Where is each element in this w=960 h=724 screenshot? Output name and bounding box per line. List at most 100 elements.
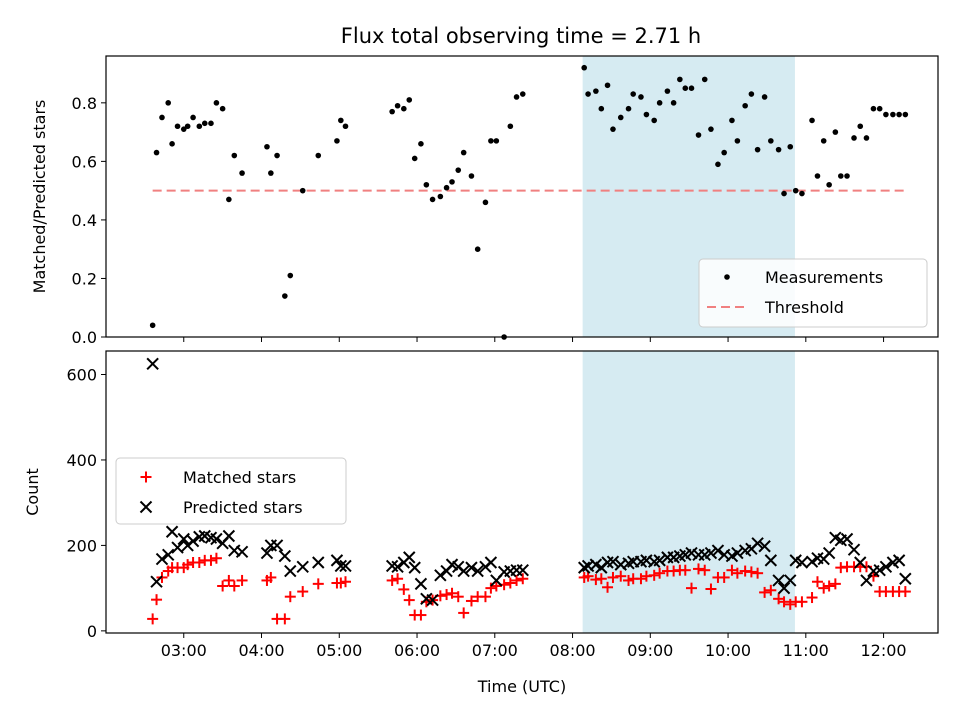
cross-b	[465, 561, 478, 574]
predicted-star-point	[879, 560, 893, 573]
measurement-point	[423, 181, 430, 188]
legend-label-measurements: Measurements	[765, 268, 883, 287]
predicted-star-point	[892, 554, 906, 567]
measurement-point	[406, 97, 413, 103]
measurement-point	[201, 120, 208, 127]
measurement-point	[174, 123, 181, 130]
matched-star-point	[339, 576, 351, 588]
measurement-point	[437, 193, 444, 200]
matched-star-point	[386, 574, 398, 586]
measurement-point	[832, 129, 839, 135]
cross-b	[198, 529, 211, 543]
predicted-star-point	[334, 559, 348, 573]
measurement-point	[695, 132, 702, 138]
measurement-point	[787, 143, 794, 150]
x-tick-label: 03:00	[161, 641, 207, 660]
predicted-star-point	[161, 548, 175, 562]
legend-marker-matched	[140, 471, 152, 483]
measurement-point	[838, 173, 844, 179]
legend-marker-measurements	[724, 274, 730, 280]
measurement-point	[519, 91, 526, 97]
measurement-point	[449, 179, 455, 185]
cross-b	[186, 534, 200, 548]
predicted-star-point	[711, 544, 725, 557]
predicted-star-point	[408, 561, 421, 574]
matched-star-point	[446, 587, 458, 599]
predicted-star-point	[606, 555, 620, 568]
predicted-star-point	[704, 546, 718, 560]
cross-b	[577, 561, 591, 574]
predicted-star-point	[764, 554, 778, 567]
measurement-point	[748, 91, 755, 97]
matched-star-point	[635, 573, 647, 585]
bottom-axes-frame	[105, 350, 939, 634]
matched-star-point	[265, 571, 277, 583]
predicted-star-point	[434, 569, 447, 582]
x-tick-label: 12:00	[861, 641, 907, 660]
measurement-point	[876, 105, 883, 112]
measurement-point	[820, 138, 827, 144]
measurement-point	[513, 94, 520, 100]
matched-star-point	[686, 582, 698, 594]
matched-star-point	[210, 552, 222, 564]
predicted-star-point	[155, 552, 169, 566]
cross-b	[204, 531, 218, 544]
measurement-point	[593, 88, 599, 94]
measurement-point	[677, 76, 683, 83]
y-tick-label: 400	[66, 451, 97, 470]
measurement-point	[826, 181, 832, 188]
measurement-point	[814, 173, 821, 179]
matched-star-point	[823, 580, 835, 592]
matched-star-point	[392, 573, 404, 585]
cross-b	[589, 558, 603, 571]
predicted-star-point	[186, 534, 200, 548]
predicted-star-point	[284, 564, 297, 578]
matched-star-point	[648, 569, 660, 581]
y-tick-label: 200	[66, 536, 97, 555]
measurement-point	[701, 76, 708, 83]
measurement-point	[721, 149, 727, 156]
measurement-point	[507, 123, 514, 130]
legend: Measurements Threshold	[698, 258, 928, 328]
predicted-star-point	[840, 532, 854, 546]
cross-b	[860, 574, 873, 587]
measurement-point	[896, 111, 902, 118]
cross-b	[795, 556, 809, 569]
cross-b	[516, 563, 529, 577]
predicted-star-point	[772, 574, 785, 587]
measurement-point	[768, 138, 774, 144]
matched-star-point	[517, 573, 529, 585]
matched-star-point	[765, 584, 777, 596]
measurement-point	[274, 152, 280, 159]
measurement-point	[460, 149, 467, 156]
chart-title: Flux total observing time = 2.71 h	[341, 24, 701, 48]
measurement-point	[287, 272, 294, 279]
measurement-point	[474, 246, 481, 252]
matched-star-point	[236, 574, 248, 586]
measurement-point	[184, 123, 191, 130]
measurement-point	[411, 155, 418, 162]
cross-b	[312, 556, 325, 569]
matched-star-point	[829, 578, 841, 590]
matched-star-point	[778, 596, 790, 608]
highlight-band-bottom	[582, 351, 795, 633]
measurement-point	[482, 199, 489, 206]
predicted-star-point	[465, 561, 478, 574]
measurement-point	[213, 100, 220, 106]
measurement-point	[870, 105, 877, 112]
y-tick-label: 0.0	[72, 328, 97, 347]
predicted-star-point	[731, 546, 744, 560]
cross-b	[731, 546, 744, 560]
measurement-point	[299, 187, 306, 194]
cross-b	[210, 532, 223, 546]
predicted-star-point	[403, 551, 416, 564]
cross-b	[426, 593, 439, 607]
measurement-point	[231, 152, 238, 159]
cross-b	[805, 555, 819, 568]
matched-star-point	[693, 563, 705, 575]
predicted-star-point	[758, 540, 771, 553]
matched-star-point	[718, 571, 730, 583]
measurement-point	[190, 114, 196, 121]
cross-b	[784, 574, 797, 587]
predicted-star-point	[426, 593, 439, 607]
